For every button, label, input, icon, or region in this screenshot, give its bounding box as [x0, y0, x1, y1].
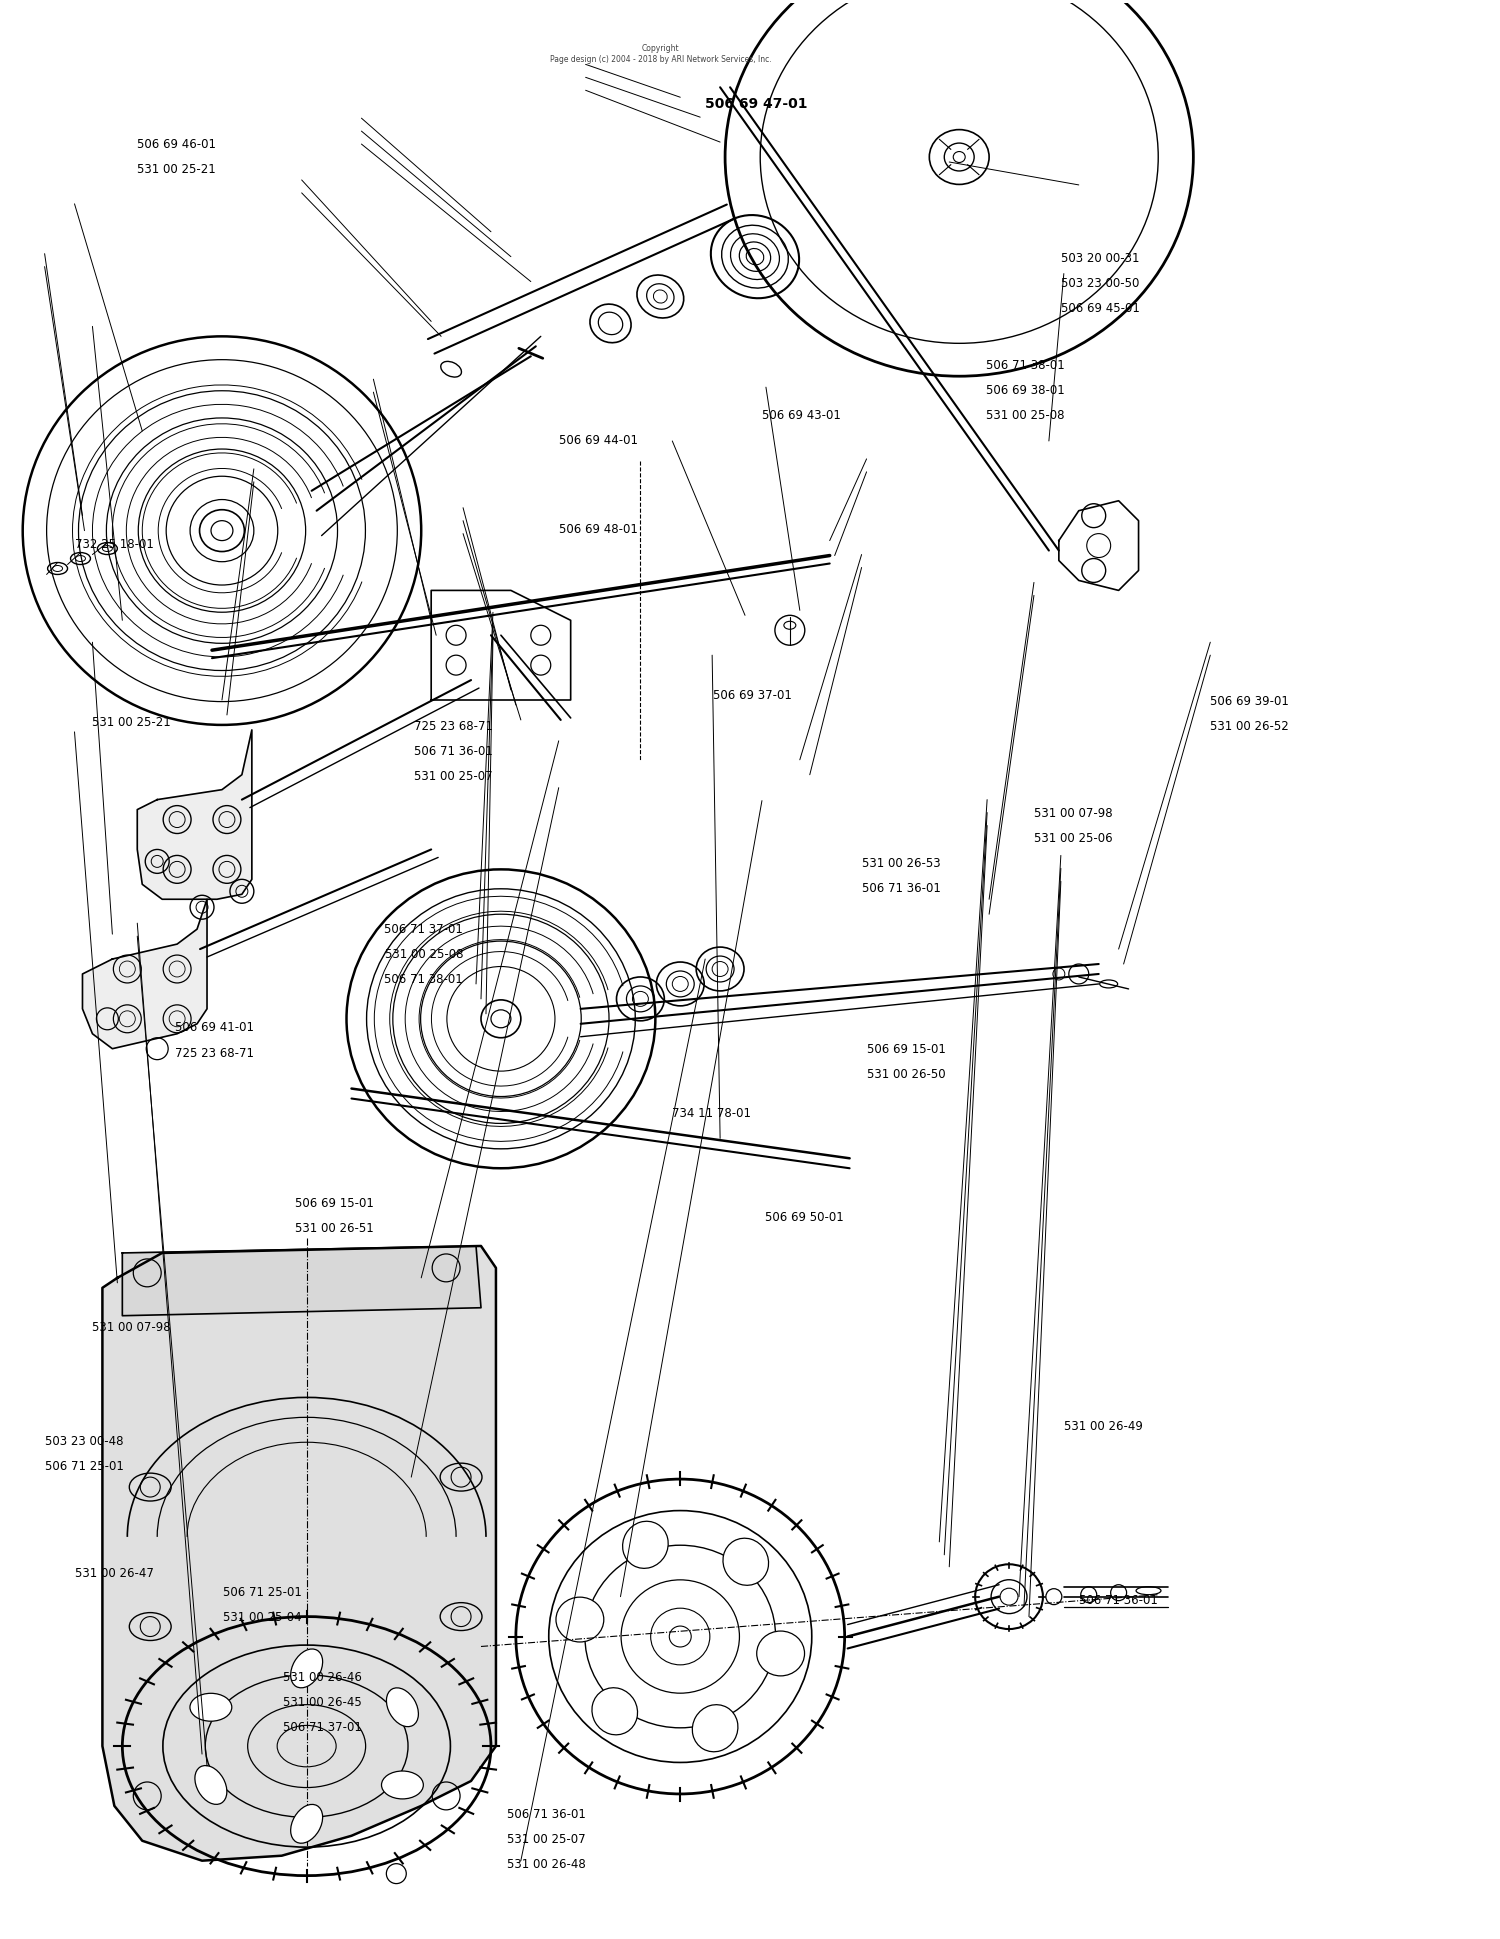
Text: 531 00 26-50: 531 00 26-50: [867, 1066, 945, 1080]
Ellipse shape: [381, 1770, 423, 1799]
Text: 531 00 25-04: 531 00 25-04: [224, 1609, 302, 1623]
Text: 506 69 15-01: 506 69 15-01: [294, 1196, 374, 1210]
Text: 531 00 25-07: 531 00 25-07: [414, 770, 494, 783]
Text: 531 00 07-98: 531 00 07-98: [93, 1320, 171, 1334]
Ellipse shape: [756, 1631, 804, 1675]
Text: 531 00 26-51: 531 00 26-51: [294, 1222, 374, 1235]
Text: 506 71 36-01: 506 71 36-01: [1078, 1592, 1158, 1605]
Text: 725 23 68-71: 725 23 68-71: [176, 1045, 254, 1059]
Text: 506 71 37-01: 506 71 37-01: [384, 923, 464, 935]
Ellipse shape: [190, 1693, 232, 1722]
Text: 506 71 25-01: 506 71 25-01: [224, 1584, 302, 1598]
Polygon shape: [123, 1247, 482, 1317]
Text: 531 00 25-07: 531 00 25-07: [507, 1832, 585, 1846]
Text: 506 69 41-01: 506 69 41-01: [176, 1022, 254, 1033]
Text: 506 69 44-01: 506 69 44-01: [558, 434, 638, 446]
Text: 503 20 00-31: 503 20 00-31: [1060, 252, 1140, 266]
Text: 503 23 00-50: 503 23 00-50: [1060, 277, 1138, 291]
Text: 734 11 78-01: 734 11 78-01: [672, 1105, 752, 1119]
Text: 506 69 43-01: 506 69 43-01: [762, 409, 842, 421]
Text: 506 69 39-01: 506 69 39-01: [1210, 694, 1288, 708]
Text: Copyright
Page design (c) 2004 - 2018 by ARI Network Services, Inc.: Copyright Page design (c) 2004 - 2018 by…: [549, 45, 771, 64]
Ellipse shape: [291, 1650, 322, 1689]
Ellipse shape: [693, 1704, 738, 1751]
Text: 506 69 38-01: 506 69 38-01: [986, 384, 1065, 396]
Text: 506 69 47-01: 506 69 47-01: [705, 97, 807, 111]
Ellipse shape: [723, 1538, 768, 1586]
Polygon shape: [138, 731, 252, 900]
Text: 732 25 18-01: 732 25 18-01: [75, 537, 153, 551]
Text: 506 69 37-01: 506 69 37-01: [712, 688, 792, 702]
Text: 506 69 48-01: 506 69 48-01: [558, 522, 638, 535]
Text: 531 00 25-21: 531 00 25-21: [93, 715, 171, 729]
Text: 506 69 45-01: 506 69 45-01: [1060, 302, 1140, 316]
Text: 531 00 26-47: 531 00 26-47: [75, 1565, 153, 1578]
Text: 506 71 25-01: 506 71 25-01: [45, 1460, 123, 1472]
Text: 531 00 26-49: 531 00 26-49: [1064, 1419, 1143, 1431]
Text: 531 00 26-45: 531 00 26-45: [282, 1695, 362, 1708]
Text: 506 69 15-01: 506 69 15-01: [867, 1041, 945, 1055]
Ellipse shape: [592, 1687, 638, 1735]
Text: 531 00 26-46: 531 00 26-46: [282, 1669, 362, 1683]
Text: 531 00 25-08: 531 00 25-08: [384, 948, 464, 960]
Text: 531 00 07-98: 531 00 07-98: [1034, 807, 1113, 820]
Text: 506 71 37-01: 506 71 37-01: [282, 1720, 362, 1733]
Text: 531 00 25-21: 531 00 25-21: [138, 163, 216, 176]
Text: 506 71 36-01: 506 71 36-01: [862, 882, 940, 896]
Text: 531 00 25-06: 531 00 25-06: [1034, 832, 1113, 845]
Text: 506 71 38-01: 506 71 38-01: [384, 973, 464, 985]
Text: 531 00 26-52: 531 00 26-52: [1210, 719, 1288, 733]
Text: 725 23 68-71: 725 23 68-71: [414, 719, 494, 733]
Ellipse shape: [556, 1598, 604, 1642]
Ellipse shape: [387, 1689, 418, 1728]
Text: 503 23 00-48: 503 23 00-48: [45, 1435, 123, 1446]
Text: 506 71 36-01: 506 71 36-01: [414, 745, 494, 758]
Polygon shape: [82, 900, 207, 1049]
Ellipse shape: [195, 1766, 226, 1805]
Text: 506 71 38-01: 506 71 38-01: [986, 359, 1065, 372]
Text: 531 00 26-48: 531 00 26-48: [507, 1858, 585, 1871]
Ellipse shape: [622, 1522, 668, 1569]
Polygon shape: [102, 1247, 496, 1861]
Text: 506 69 46-01: 506 69 46-01: [138, 138, 216, 151]
Text: 531 00 26-53: 531 00 26-53: [862, 857, 940, 871]
Text: 506 71 36-01: 506 71 36-01: [507, 1807, 585, 1821]
Ellipse shape: [291, 1805, 322, 1844]
Text: 506 69 50-01: 506 69 50-01: [765, 1210, 843, 1224]
Text: 531 00 25-08: 531 00 25-08: [986, 409, 1065, 421]
